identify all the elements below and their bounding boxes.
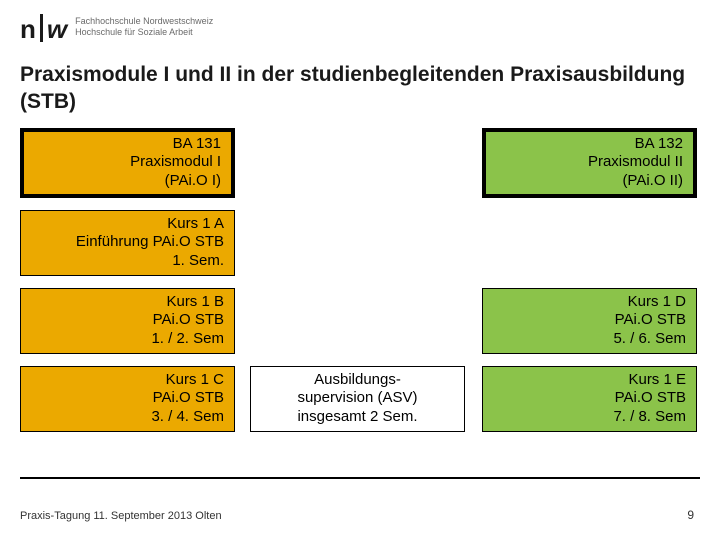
- logo-letter-w: w: [47, 16, 67, 42]
- box-kurs1b: Kurs 1 B PAi.O STB 1. / 2. Sem: [20, 288, 235, 354]
- box-kurs1d: Kurs 1 D PAi.O STB 5. / 6. Sem: [482, 288, 697, 354]
- box-asv: Ausbildungs- supervision (ASV) insgesamt…: [250, 366, 465, 432]
- slide: n w Fachhochschule Nordwestschweiz Hochs…: [0, 0, 720, 540]
- logo-row: n w Fachhochschule Nordwestschweiz Hochs…: [20, 14, 700, 52]
- diagram-grid: BA 131 Praxismodul I (PAi.O I) BA 132 Pra…: [20, 128, 700, 480]
- box-kurs1c-label: Kurs 1 C PAi.O STB 3. / 4. Sem: [151, 371, 224, 427]
- box-kurs1c: Kurs 1 C PAi.O STB 3. / 4. Sem: [20, 366, 235, 432]
- logo-divider-icon: [40, 14, 43, 42]
- box-ba131: BA 131 Praxismodul I (PAi.O I): [20, 128, 235, 198]
- footer-text: Praxis-Tagung 11. September 2013 Olten: [20, 510, 222, 522]
- logo-subtitle: Fachhochschule Nordwestschweiz Hochschul…: [75, 14, 213, 39]
- box-kurs1d-label: Kurs 1 D PAi.O STB 5. / 6. Sem: [613, 293, 686, 349]
- logo-subtitle-line2: Hochschule für Soziale Arbeit: [75, 27, 213, 38]
- box-ba132-label: BA 132 Praxismodul II (PAi.O II): [588, 135, 683, 191]
- box-kurs1b-label: Kurs 1 B PAi.O STB 1. / 2. Sem: [151, 293, 224, 349]
- box-kurs1e-label: Kurs 1 E PAi.O STB 7. / 8. Sem: [613, 371, 686, 427]
- box-ba132: BA 132 Praxismodul II (PAi.O II): [482, 128, 697, 198]
- box-kurs1e: Kurs 1 E PAi.O STB 7. / 8. Sem: [482, 366, 697, 432]
- box-asv-label: Ausbildungs- supervision (ASV) insgesamt…: [297, 371, 417, 427]
- box-kurs1a-label: Kurs 1 A Einführung PAi.O STB 1. Sem.: [76, 215, 224, 271]
- bottom-rule: [20, 477, 700, 479]
- logo-mark: n w: [20, 14, 67, 42]
- box-ba131-label: BA 131 Praxismodul I (PAi.O I): [130, 135, 221, 191]
- box-kurs1a: Kurs 1 A Einführung PAi.O STB 1. Sem.: [20, 210, 235, 276]
- page-number: 9: [687, 508, 694, 522]
- logo-subtitle-line1: Fachhochschule Nordwestschweiz: [75, 16, 213, 27]
- logo-letter-n: n: [20, 16, 36, 42]
- page-title: Praxismodule I und II in der studienbegl…: [20, 62, 700, 116]
